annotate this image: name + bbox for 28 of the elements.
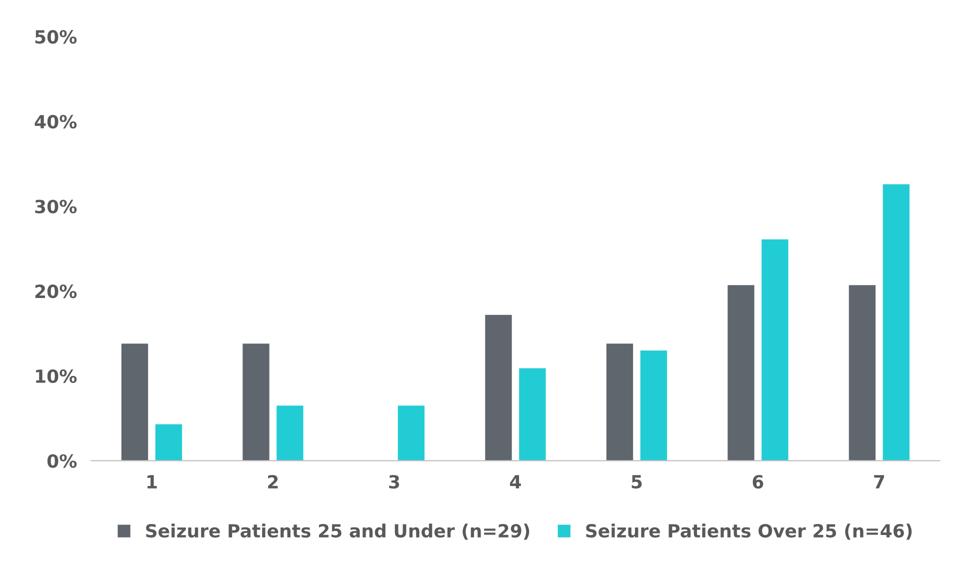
x-tick-label: 1 [147, 475, 157, 488]
bar [155, 424, 182, 461]
legend-label: Seizure Patients 25 and Under (n=29) [146, 524, 530, 540]
bar [728, 285, 754, 461]
y-tick-label: 10% [36, 369, 77, 384]
bar [398, 406, 425, 461]
bar [121, 344, 148, 461]
y-tick-label: 30% [35, 200, 77, 214]
bar [848, 285, 876, 461]
x-tick-label: 7 [874, 475, 884, 488]
x-tick-label: 6 [752, 474, 764, 489]
x-tick-label: 2 [268, 474, 278, 488]
y-tick-label: 40% [34, 114, 77, 129]
bar [276, 406, 304, 461]
x-tick-label: 3 [389, 474, 400, 489]
bar [640, 350, 668, 461]
bar [519, 368, 546, 461]
x-tick-label: 5 [632, 475, 642, 489]
y-tick-label: 0% [47, 454, 77, 468]
bar [762, 239, 788, 461]
y-tick-label: 50% [35, 30, 77, 44]
bar [882, 184, 910, 461]
bar [485, 314, 512, 461]
bar [606, 344, 634, 461]
y-tick-label: 20% [35, 284, 77, 298]
x-tick-label: 4 [510, 475, 521, 488]
legend-label: Seizure Patients Over 25 (n=46) [586, 524, 912, 540]
bar [242, 344, 270, 461]
